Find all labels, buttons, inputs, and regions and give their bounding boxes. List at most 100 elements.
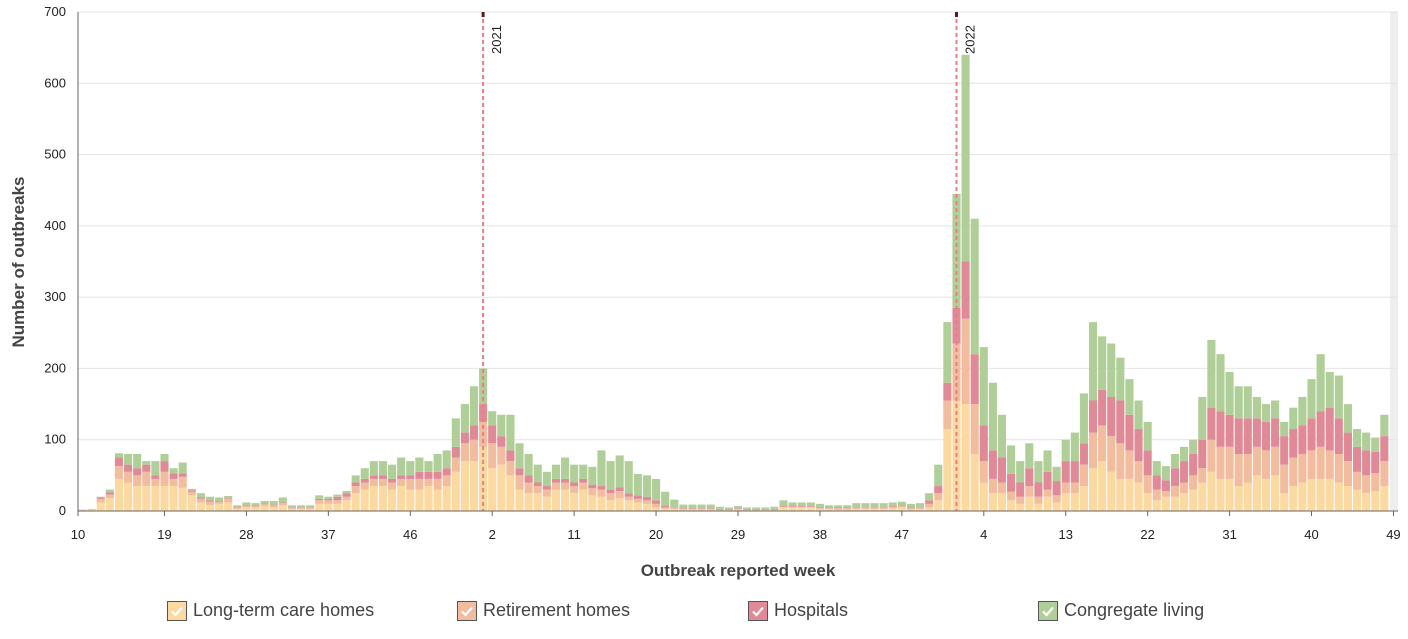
- bar-segment-congregate: [979, 347, 988, 426]
- bar-segment-ltc: [160, 486, 169, 511]
- bar-segment-retirement: [1034, 496, 1043, 504]
- legend-label: Hospitals: [774, 600, 849, 620]
- checkbox-icon[interactable]: [748, 600, 768, 621]
- bar-segment-retirement: [133, 475, 142, 487]
- bar-segment-congregate: [916, 503, 925, 507]
- bar-segment-retirement: [588, 488, 597, 496]
- bar-segment-ltc: [1079, 486, 1088, 511]
- bar-segment-congregate: [633, 473, 642, 496]
- bar-segment-retirement: [251, 506, 260, 508]
- bar-segment-retirement: [1070, 482, 1079, 494]
- legend-item-retirement[interactable]: Retirement homes: [457, 600, 630, 621]
- bar-segment-retirement: [524, 482, 533, 494]
- bar-segment-hospitals: [997, 457, 1007, 483]
- bar-segment-hospitals: [342, 493, 351, 497]
- bar-segment-retirement: [1225, 446, 1234, 479]
- bar-segment-congregate: [378, 461, 388, 476]
- bar-segment-hospitals: [296, 506, 306, 508]
- bar-segment-congregate: [233, 505, 242, 507]
- bar-segment-ltc: [1007, 500, 1016, 511]
- bar-segment-retirement: [333, 500, 342, 504]
- bar-segment-congregate: [96, 496, 105, 498]
- bar-segment-retirement: [1252, 446, 1261, 476]
- bar-segment-congregate: [278, 497, 287, 503]
- bar-segment-retirement: [415, 478, 424, 490]
- bar-segment-retirement: [78, 509, 87, 511]
- bar-segment-hospitals: [142, 464, 151, 472]
- bar-segment-hospitals: [843, 507, 852, 509]
- x-tick-label: 13: [1058, 527, 1072, 542]
- x-tick-label: 11: [567, 527, 581, 542]
- bar-segment-congregate: [451, 418, 460, 447]
- bar-segment-retirement: [1161, 491, 1170, 497]
- legend-item-long-term-care[interactable]: Long-term care homes: [167, 600, 374, 621]
- bar-segment-hospitals: [215, 501, 224, 502]
- bar-segment-congregate: [196, 493, 205, 498]
- bar-segment-hospitals: [560, 478, 570, 483]
- x-tick-label: 29: [731, 527, 745, 542]
- bar-segment-congregate: [178, 462, 187, 474]
- axes: 0 100 200 300 400 500 600 700 10 19 28 37 46 2 11 20 29 3…: [44, 4, 1400, 542]
- legend-item-hospitals[interactable]: Hospitals: [748, 600, 848, 621]
- bar-segment-retirement: [260, 503, 269, 507]
- bar-segment-ltc: [378, 486, 388, 511]
- bar-segment-ltc: [351, 493, 360, 511]
- bar-segment-congregate: [351, 475, 360, 483]
- bar-segment-congregate: [1261, 404, 1271, 422]
- bar-segment-congregate: [1070, 432, 1079, 462]
- bar-segment-hospitals: [1234, 418, 1243, 454]
- bar-segment-ltc: [979, 482, 988, 511]
- x-tick-label: 37: [321, 527, 335, 542]
- x-tick-label: 10: [71, 527, 85, 542]
- bar-segment-hospitals: [961, 261, 970, 319]
- bar-segment-hospitals: [733, 508, 743, 509]
- bar-segment-retirement: [806, 506, 815, 508]
- bar-segment-congregate: [1225, 371, 1234, 415]
- bar-segment-retirement: [442, 475, 451, 487]
- bar-segment-congregate: [624, 461, 633, 494]
- bar-segment-ltc: [1107, 471, 1116, 511]
- bar-segment-hospitals: [1170, 468, 1180, 487]
- bar-segment-ltc: [442, 486, 451, 511]
- checkbox-icon[interactable]: [167, 600, 187, 621]
- checkbox-icon[interactable]: [1038, 600, 1058, 621]
- bar-segment-congregate: [406, 461, 415, 476]
- bar-segment-ltc: [1025, 496, 1034, 511]
- bar-segment-hospitals: [233, 506, 242, 508]
- checkbox-icon[interactable]: [457, 600, 477, 621]
- y-tick-label: 100: [44, 432, 66, 447]
- legend: Long-term care homes Retirement homes Ho…: [0, 600, 1408, 634]
- bar-segment-ltc: [1343, 486, 1352, 511]
- bar-segment-congregate: [169, 468, 178, 474]
- bar-segment-retirement: [870, 507, 879, 509]
- bar-segment-hospitals: [1298, 425, 1307, 454]
- bar-segment-congregate: [806, 502, 815, 507]
- bar-segment-ltc: [397, 486, 406, 511]
- bar-segment-retirement: [269, 505, 278, 508]
- bar-segment-congregate: [315, 495, 324, 499]
- bar-segment-retirement: [1134, 461, 1143, 483]
- bar-segment-congregate: [879, 503, 888, 507]
- bar-segment-hospitals: [324, 498, 333, 501]
- bar-segment-hospitals: [1043, 471, 1052, 490]
- bar-segment-congregate: [133, 453, 142, 469]
- bar-segment-hospitals: [870, 506, 879, 508]
- bar-segment-retirement: [570, 486, 579, 494]
- bar-segment-hospitals: [1025, 468, 1034, 487]
- bar-segment-hospitals: [642, 496, 652, 501]
- bar-segment-retirement: [606, 493, 615, 501]
- bar-segment-ltc: [970, 453, 979, 511]
- bar-segment-congregate: [342, 491, 351, 494]
- bar-segment-retirement: [1271, 446, 1280, 476]
- bar-segment-ltc: [1052, 502, 1061, 511]
- legend-item-congregate[interactable]: Congregate living: [1038, 600, 1204, 621]
- bar-segment-congregate: [1362, 432, 1371, 451]
- bar-segment-congregate: [488, 411, 497, 426]
- bar-segment-ltc: [451, 471, 460, 511]
- bar-segment-retirement: [1298, 453, 1307, 483]
- bar-segment-congregate: [1307, 379, 1316, 419]
- bar-segment-hospitals: [242, 505, 251, 507]
- bar-segment-ltc: [906, 509, 916, 511]
- bar-segment-hospitals: [1061, 461, 1070, 483]
- bar-segment-congregate: [287, 505, 296, 507]
